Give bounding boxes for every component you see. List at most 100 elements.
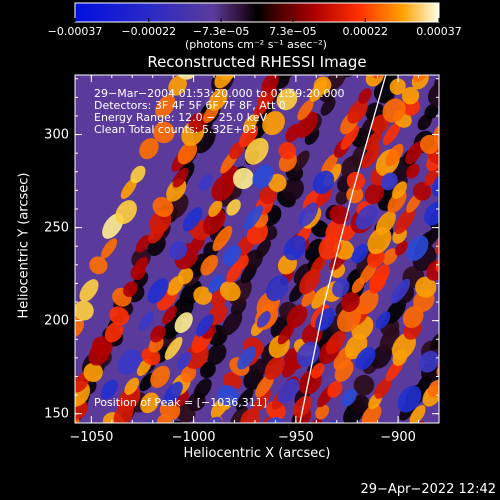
y-tick-label: 150: [44, 406, 69, 422]
emission-blob: [380, 172, 398, 191]
emission-blob: [385, 298, 407, 324]
emission-blob: [424, 201, 439, 226]
emission-blob: [473, 155, 500, 183]
emission-blob: [367, 227, 392, 255]
emission-blob: [466, 233, 490, 257]
emission-blob: [415, 276, 437, 298]
emission-blob: [443, 296, 474, 329]
emission-blob: [453, 34, 477, 58]
emission-blob: [219, 75, 237, 81]
emission-blob: [296, 111, 318, 138]
emission-blob: [320, 97, 336, 116]
solar-limb-line: [299, 75, 387, 423]
emission-blob: [487, 232, 500, 258]
emission-blob: [75, 300, 94, 321]
annotation-time-range: 29−Mar−2004 01:53:20.000 to 01:59:20.000: [94, 87, 345, 100]
colorbar-tick-label: −7.3e−05: [192, 25, 250, 38]
colorbar-tick-label: 0.00022: [342, 25, 388, 38]
emission-blob: [221, 310, 243, 336]
emission-blob: [230, 406, 249, 423]
emission-blob: [438, 117, 458, 138]
emission-blob: [155, 94, 176, 119]
emission-blob: [172, 167, 189, 188]
emission-blob: [402, 306, 424, 329]
emission-blob: [150, 325, 166, 343]
emission-blob: [340, 125, 360, 150]
emission-blob: [353, 374, 375, 396]
emission-blob: [283, 235, 307, 261]
emission-blob: [240, 408, 260, 423]
emission-blob: [109, 306, 130, 326]
emission-blob: [351, 243, 369, 264]
axis-ticks: [75, 75, 440, 423]
emission-blob: [459, 65, 486, 93]
emission-blob: [451, 287, 473, 309]
annotation-clean-counts: Clean Total counts: 5.32E+03: [94, 123, 257, 136]
emission-blob: [203, 208, 226, 235]
footer-date: 29−Apr−2022 12:42: [360, 482, 497, 497]
emission-blob: [261, 75, 279, 94]
emission-blob: [79, 279, 99, 302]
emission-blob: [401, 86, 420, 105]
emission-blob: [463, 244, 490, 276]
emission-blob: [340, 292, 360, 312]
peak-position-label: Position of Peak = [−1036,311]: [94, 396, 268, 409]
x-tick-label: −950: [277, 430, 314, 445]
emission-blob: [212, 225, 233, 252]
colorbar-tick-label: 7.3e−05: [269, 25, 317, 38]
emission-blob: [164, 336, 183, 360]
emission-blob: [226, 199, 241, 216]
emission-blob: [462, 240, 489, 269]
emission-blob: [135, 234, 151, 253]
emission-blob: [426, 260, 439, 281]
emission-blob: [418, 350, 439, 373]
emission-blob: [361, 404, 382, 423]
emission-blob: [476, 96, 500, 129]
emission-blob: [473, 26, 500, 60]
plot-frame: [74, 74, 440, 424]
emission-blob: [409, 405, 426, 423]
emission-blob: [459, 83, 478, 104]
colorbar-tick-label: −0.00022: [121, 25, 177, 38]
y-tick-label: 200: [44, 313, 69, 329]
emission-blob: [374, 378, 392, 399]
emission-blob: [471, 106, 500, 138]
emission-blob: [420, 134, 439, 154]
emission-blob: [439, 46, 467, 76]
emission-blob: [473, 201, 500, 228]
emission-blob: [436, 325, 465, 356]
emission-blob: [168, 240, 188, 260]
emission-blob: [301, 289, 316, 307]
emission-blob: [278, 142, 297, 160]
emission-blob: [262, 111, 285, 136]
emission-blob: [117, 386, 141, 413]
emission-blob: [430, 332, 439, 351]
emission-blob: [315, 404, 330, 420]
emission-blob: [443, 320, 468, 349]
emission-blob: [370, 344, 392, 369]
chart-title: Reconstructed RHESSI Image: [147, 53, 367, 71]
emission-blob: [298, 202, 319, 227]
emission-blob: [316, 186, 332, 207]
emission-blob: [254, 239, 271, 260]
emission-blob: [276, 88, 298, 111]
emission-blob: [235, 387, 254, 411]
emission-blob: [412, 182, 432, 201]
emission-blob: [458, 293, 486, 321]
emission-blob: [208, 88, 228, 111]
emission-blob: [326, 75, 347, 91]
emission-blob: [449, 97, 468, 118]
emission-blob: [466, 272, 495, 301]
emission-blob: [395, 240, 408, 256]
emission-blob: [138, 311, 155, 332]
emission-blob: [494, 219, 500, 250]
emission-blob: [133, 256, 149, 275]
emission-blob: [219, 281, 241, 302]
emission-blob: [473, 139, 500, 165]
emission-blob: [92, 336, 113, 357]
emission-blob: [286, 304, 308, 329]
emission-blob: [195, 314, 214, 337]
emission-blob: [193, 378, 212, 400]
emission-blob: [208, 274, 224, 293]
emission-blob: [100, 379, 118, 400]
